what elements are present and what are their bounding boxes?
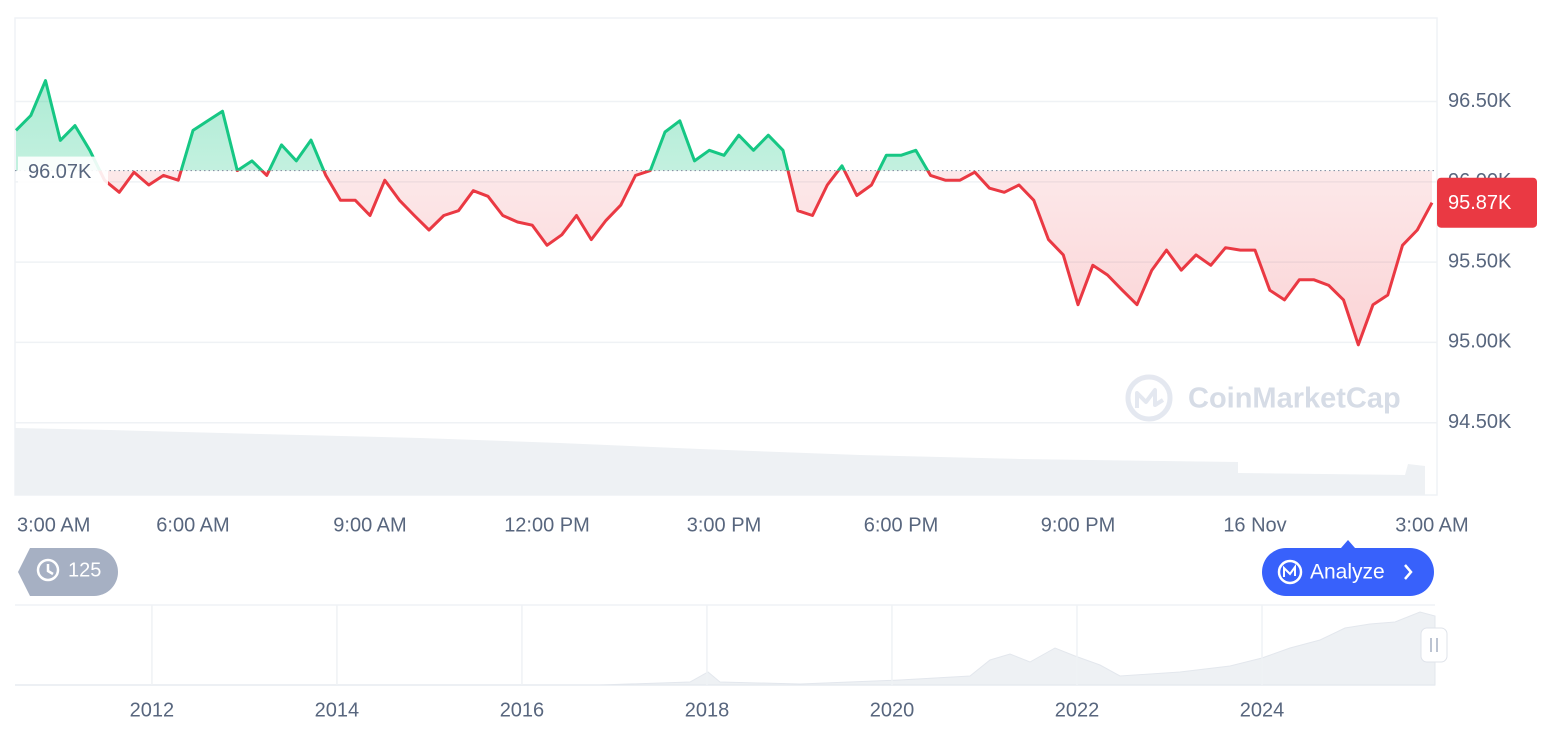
navigator-handle[interactable] (1420, 627, 1448, 663)
navigator-tick-label: 2022 (1055, 699, 1100, 721)
navigator-tick-label: 2024 (1240, 699, 1285, 721)
analyze-label: Analyze (1310, 561, 1385, 584)
x-tick-label: 3:00 PM (687, 514, 761, 536)
history-count: 125 (68, 559, 101, 581)
navigator (15, 604, 1448, 686)
x-tick-label: 3:00 AM (1395, 514, 1468, 536)
baseline-label: 96.07K (28, 161, 92, 183)
labels: 94.50K95.00K95.50K96.00K96.50K96.07K95.8… (18, 90, 1537, 433)
volume-band (15, 428, 1425, 495)
y-tick-label: 95.50K (1448, 250, 1512, 272)
navigator-tick-label: 2020 (870, 699, 915, 721)
x-tick-label: 3:00 AM (17, 514, 90, 536)
x-tick-label: 9:00 AM (333, 514, 406, 536)
lines (14, 79, 1437, 347)
y-tick-label: 94.50K (1448, 411, 1512, 433)
analyze-button[interactable]: Analyze (1262, 540, 1434, 596)
x-tick-label: 6:00 AM (156, 514, 229, 536)
price-line-up (14, 79, 930, 171)
navigator-tick-label: 2012 (130, 699, 175, 721)
watermark-logo (1125, 374, 1173, 422)
areas (16, 80, 1432, 345)
last-price-box (1437, 177, 1537, 228)
x-tick-label: 12:00 PM (504, 514, 590, 536)
y-tick-label: 95.00K (1448, 331, 1512, 353)
watermark: CoinMarketCap (1188, 383, 1401, 415)
navigator-tick-label: 2016 (500, 699, 545, 721)
baseline-label-bg (18, 156, 108, 185)
navigator-tick-label: 2018 (685, 699, 730, 721)
x-tick-label: 9:00 PM (1041, 514, 1115, 536)
y-tick-label: 96.50K (1448, 90, 1512, 112)
navigator-area (15, 611, 1436, 686)
x-tick-label: 6:00 PM (864, 514, 938, 536)
navigator-tick-label: 2014 (315, 699, 360, 721)
last-price-label: 95.87K (1448, 192, 1512, 214)
area-down (16, 170, 1432, 345)
price-line-down (98, 170, 1434, 347)
x-tick-label: 16 Nov (1223, 514, 1286, 536)
history-badge[interactable]: 125 (18, 548, 118, 596)
